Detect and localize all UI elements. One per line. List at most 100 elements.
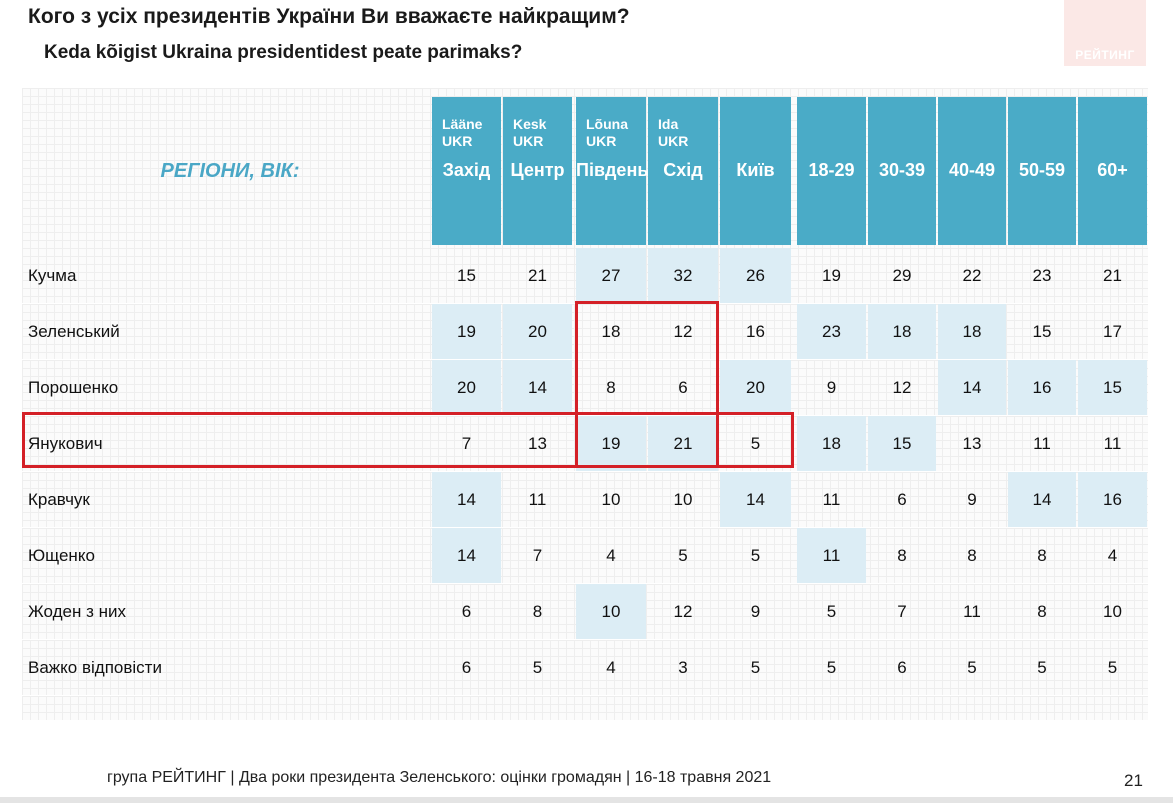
data-cell: 18	[601, 322, 621, 341]
table-row: Порошенко 20 14 8 6 20 9 12 14 16 15	[22, 360, 1148, 416]
column-header-label: 40-49	[948, 160, 996, 180]
table-row: Янукович 7 13 19 21 5 18 15 13 11 11	[22, 416, 1148, 472]
data-cell: 11	[1103, 434, 1122, 453]
column-header: Ida UKR Схід	[648, 97, 718, 245]
data-cell: 10	[1103, 602, 1122, 621]
row-label: Ющенко	[28, 546, 95, 565]
table-row: Кравчук 14 11 10 10 14 11 6 9 14 16	[22, 472, 1148, 528]
brand-logo: РЕЙТИНГ	[1064, 0, 1146, 66]
column-header-label: 18-29	[808, 160, 855, 180]
data-cell: 5	[750, 546, 761, 565]
data-cell: 7	[532, 546, 543, 565]
table-row: Кучма 15 21 27 32 26 19 29 22 23 21	[22, 248, 1148, 304]
logo-text: РЕЙТИНГ	[1075, 48, 1135, 62]
data-cell: 3	[678, 658, 688, 677]
data-cell: 5	[750, 434, 761, 453]
column-header: Lõuna UKR Південь	[576, 97, 649, 245]
column-header: 40-49	[938, 97, 1006, 245]
column-header-label: 30-39	[878, 160, 926, 180]
column-header-label: Центр	[510, 160, 565, 180]
data-cell: 5	[750, 658, 761, 677]
data-cell: 14	[720, 472, 791, 527]
table-row: Важко відповісти 6 5 4 3 5 5 6 5 5 5	[22, 640, 1148, 696]
data-cell: 26	[720, 248, 791, 303]
row-label: Важко відповісти	[28, 658, 162, 677]
data-cell: 15	[457, 266, 476, 285]
data-cell: 12	[673, 602, 693, 621]
data-cell: 19	[822, 266, 841, 285]
data-cell: 20	[720, 360, 791, 415]
data-cell: 13	[962, 434, 982, 453]
data-cell: 11	[528, 490, 547, 509]
corner-label: РЕГІОНИ, ВІК:	[160, 160, 300, 182]
column-header-label: Південь	[576, 160, 649, 180]
data-cell: 11	[1033, 434, 1051, 453]
row-label: Кучма	[28, 266, 77, 285]
data-cell: 19	[432, 304, 501, 359]
data-cell: 13	[528, 434, 547, 453]
column-header-estonian: Ida UKR	[658, 116, 689, 149]
data-cell: 9	[750, 602, 761, 621]
data-cell: 7	[897, 602, 907, 621]
column-header: 60+	[1078, 97, 1147, 245]
data-cell: 6	[461, 658, 472, 677]
data-cell: 9	[967, 490, 977, 509]
data-cell: 6	[678, 378, 688, 397]
column-header-label: 50-59	[1018, 160, 1066, 180]
data-cell: 5	[678, 546, 688, 565]
page-number: 21	[1124, 771, 1143, 790]
data-cell: 23	[797, 304, 866, 359]
data-cell: 8	[897, 546, 907, 565]
data-cell: 15	[868, 416, 936, 471]
data-cell: 10	[673, 490, 693, 509]
data-cell: 21	[648, 416, 718, 471]
row-label: Зеленський	[28, 322, 120, 341]
table-row: Жоден з них 6 8 10 12 9 5 7 11 8 10	[22, 584, 1148, 640]
data-cell: 14	[432, 528, 501, 583]
column-header: Lääne UKR Захід	[432, 97, 501, 245]
data-cell: 4	[606, 658, 616, 677]
row-label: Жоден з них	[28, 602, 126, 621]
data-cell: 8	[1037, 602, 1047, 621]
data-cell: 19	[576, 416, 646, 471]
column-header-estonian: Kesk UKR	[513, 116, 547, 149]
data-cell: 12	[892, 378, 912, 397]
data-cell: 10	[601, 490, 621, 509]
column-header-label: Схід	[663, 160, 703, 180]
data-cell: 14	[1008, 472, 1076, 527]
data-cell: 18	[868, 304, 936, 359]
data-cell: 22	[962, 266, 982, 285]
data-cell: 15	[1032, 322, 1052, 341]
column-header-label: Захід	[442, 160, 491, 180]
row-label: Кравчук	[28, 490, 90, 509]
data-cell: 16	[1008, 360, 1076, 415]
data-cell: 18	[938, 304, 1006, 359]
column-header-estonian: Lõuna UKR	[586, 116, 628, 149]
data-cell: 6	[897, 490, 907, 509]
data-cell: 20	[432, 360, 501, 415]
row-label: Янукович	[28, 434, 103, 453]
data-cell: 14	[503, 360, 572, 415]
page-subtitle: Keda kõigist Ukraina presidentidest peat…	[44, 42, 523, 63]
data-cell: 11	[822, 490, 841, 509]
footer-text: група РЕЙТИНГ | Два роки президента Зеле…	[107, 769, 772, 786]
bottom-bar	[0, 797, 1173, 803]
data-cell: 21	[1103, 266, 1122, 285]
column-header: 50-59	[1008, 97, 1076, 245]
data-cell: 14	[432, 472, 501, 527]
data-cell: 10	[576, 584, 646, 639]
data-cell: 29	[892, 266, 912, 285]
data-cell: 16	[746, 322, 765, 341]
column-header-label: Київ	[736, 160, 775, 180]
column-header: Київ	[720, 97, 791, 245]
data-cell: 5	[532, 658, 543, 677]
data-cell: 9	[826, 378, 837, 397]
data-cell: 12	[673, 322, 693, 341]
column-header-estonian: Lääne UKR	[442, 116, 483, 149]
data-cell: 5	[967, 658, 977, 677]
data-cell: 5	[1037, 658, 1047, 677]
data-cell: 16	[1078, 472, 1147, 527]
data-cell: 18	[797, 416, 866, 471]
column-header: 30-39	[868, 97, 936, 245]
table-row: Зеленський 19 20 18 12 16 23 18 18 15 17	[22, 304, 1148, 360]
